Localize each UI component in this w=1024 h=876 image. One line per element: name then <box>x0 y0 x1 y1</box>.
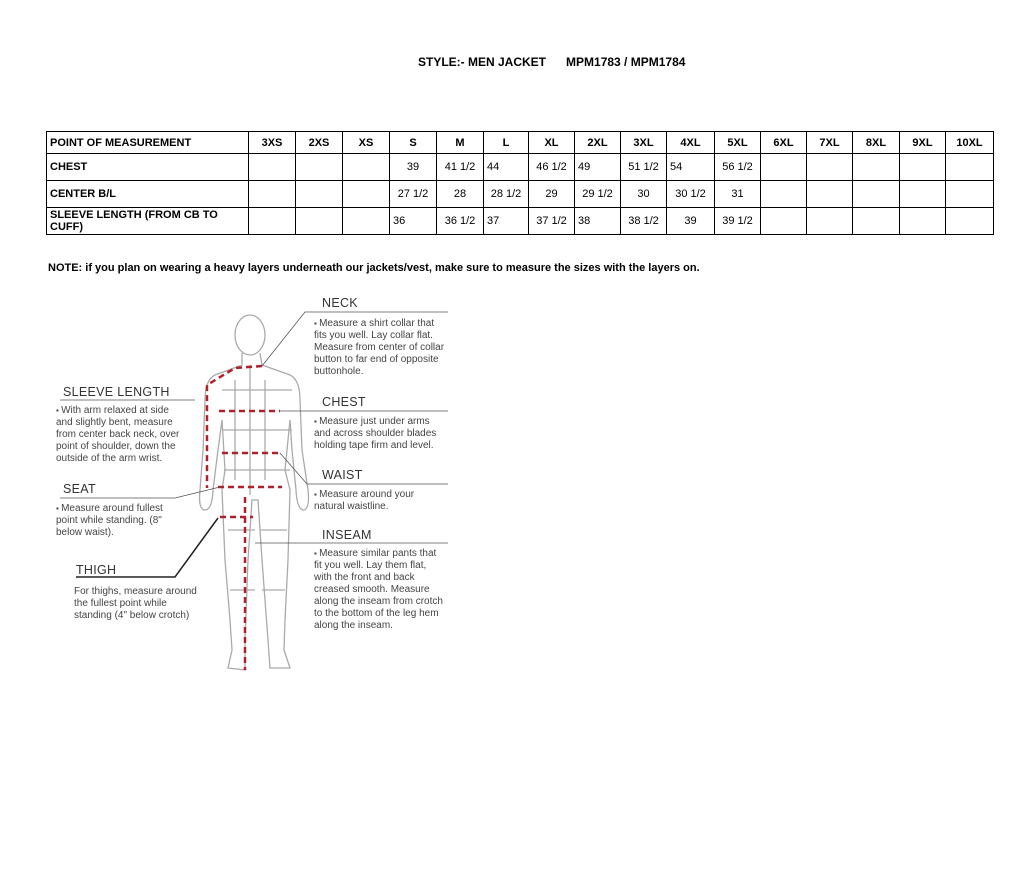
table-cell: 49 <box>574 153 621 181</box>
table-cell: 37 1/2 <box>528 207 575 235</box>
table-cell <box>295 207 343 235</box>
size-header: 8XL <box>852 131 900 154</box>
measurement-header: POINT OF MEASUREMENT <box>46 131 249 154</box>
chest-title: CHEST <box>322 395 366 409</box>
thigh-text: For thighs, measure around the fullest p… <box>74 586 197 621</box>
table-cell <box>342 180 390 208</box>
table-cell: 36 1/2 <box>436 207 484 235</box>
table-cell <box>295 180 343 208</box>
table-row: CENTER B/L 27 1/2 28 28 1/2 29 29 1/2 30 30 1/2… <box>46 180 994 208</box>
table-cell: 46 1/2 <box>528 153 575 181</box>
size-table: POINT OF MEASUREMENT 3XS 2XS XS S M L XL 2XL 3XL 4… <box>46 131 994 235</box>
table-cell <box>945 207 994 235</box>
table-cell <box>806 207 853 235</box>
seat-title: SEAT <box>63 482 96 496</box>
table-cell: 30 <box>620 180 667 208</box>
measurement-lines <box>205 364 282 670</box>
sleeve-length-title: SLEEVE LENGTH <box>63 385 170 399</box>
table-cell: 29 <box>528 180 575 208</box>
table-row: SLEEVE LENGTH (FROM CB TO CUFF) 36 36 1/2 3… <box>46 207 994 235</box>
size-header: 2XS <box>295 131 343 154</box>
table-cell: 38 1/2 <box>620 207 667 235</box>
table-cell: 39 <box>666 207 715 235</box>
chest-text: Measure just under arms and across shoul… <box>314 416 446 452</box>
table-cell <box>248 207 296 235</box>
inseam-text: Measure similar pants that fit you well.… <box>314 548 446 632</box>
thigh-title: THIGH <box>76 563 117 577</box>
table-cell: 36 <box>389 207 437 235</box>
table-cell <box>806 153 853 181</box>
leader-lines <box>60 311 448 578</box>
neck-text: Measure a shirt collar that fits you wel… <box>314 318 446 378</box>
table-cell <box>945 180 994 208</box>
size-header: 9XL <box>899 131 946 154</box>
note-text: NOTE: if you plan on wearing a heavy lay… <box>48 262 700 274</box>
table-cell: 37 <box>483 207 529 235</box>
table-cell <box>852 153 900 181</box>
table-cell <box>342 207 390 235</box>
row-label: CHEST <box>46 153 249 181</box>
seat-text: Measure around fullest point while stand… <box>56 503 174 539</box>
table-header-row: POINT OF MEASUREMENT 3XS 2XS XS S M L XL 2XL 3XL 4… <box>46 131 994 154</box>
table-cell <box>248 180 296 208</box>
style-title: STYLE:- MEN JACKET MPM1783 / MPM1784 <box>418 55 685 69</box>
waist-title: WAIST <box>322 468 363 482</box>
style-codes: MPM1783 / MPM1784 <box>566 55 686 69</box>
table-cell: 39 1/2 <box>714 207 761 235</box>
table-cell: 54 <box>666 153 715 181</box>
table-cell <box>852 207 900 235</box>
waist-text: Measure around your natural waistline. <box>314 489 424 513</box>
table-cell: 29 1/2 <box>574 180 621 208</box>
table-cell <box>852 180 900 208</box>
neck-title: NECK <box>322 296 358 310</box>
size-header: 10XL <box>945 131 994 154</box>
sleeve-length-text: With arm relaxed at side and slightly be… <box>56 405 188 465</box>
row-label: CENTER B/L <box>46 180 249 208</box>
inseam-title: INSEAM <box>322 528 372 542</box>
human-figure-outline <box>198 314 310 671</box>
table-row: CHEST 39 41 1/2 44 46 1/2 49 51 1/2 54 56 1/2 <box>46 153 994 181</box>
table-cell: 28 <box>436 180 484 208</box>
table-cell: 38 <box>574 207 621 235</box>
size-header: 5XL <box>714 131 761 154</box>
row-label: SLEEVE LENGTH (FROM CB TO CUFF) <box>46 207 249 235</box>
style-label: STYLE:- MEN JACKET <box>418 55 547 69</box>
table-cell: 39 <box>389 153 437 181</box>
